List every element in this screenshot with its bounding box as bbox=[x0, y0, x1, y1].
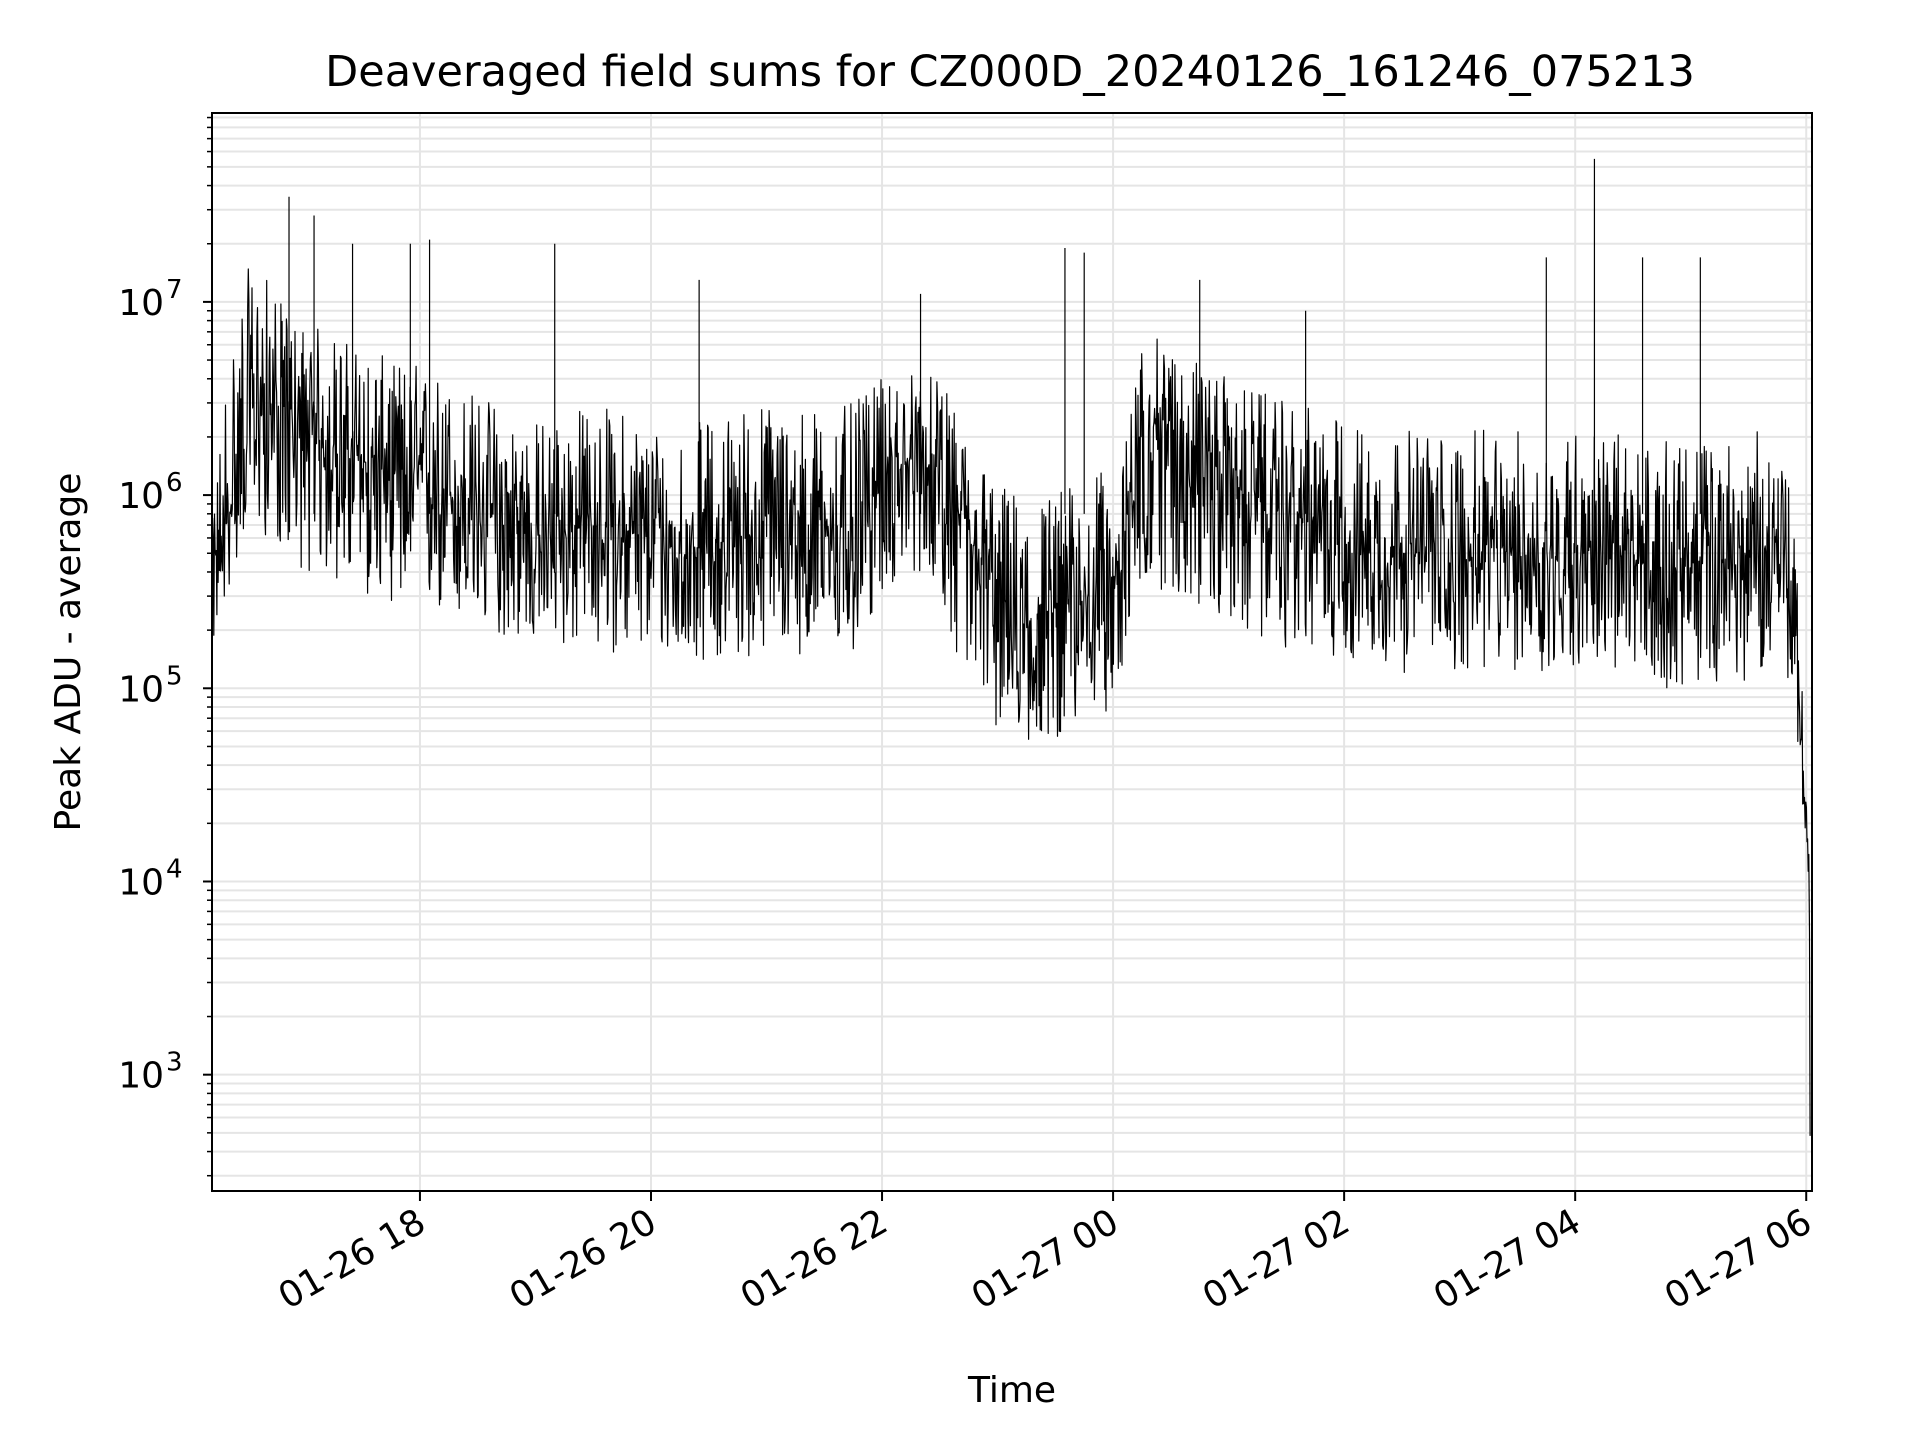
y-tick-label-exponent: 5 bbox=[166, 661, 183, 691]
y-axis-label: Peak ADU - average bbox=[48, 473, 89, 832]
y-tick-label: 10 bbox=[118, 1056, 164, 1097]
grid-lines bbox=[212, 113, 1812, 1191]
y-tick-label-exponent: 7 bbox=[166, 275, 183, 305]
y-tick-label-exponent: 3 bbox=[166, 1048, 183, 1078]
y-tick-label-exponent: 6 bbox=[166, 468, 183, 498]
plot-frame bbox=[211, 112, 1813, 1192]
x-axis-label: Time bbox=[967, 1370, 1056, 1411]
y-tick-label: 10 bbox=[118, 283, 164, 324]
series-layer bbox=[211, 158, 1811, 1136]
y-tick-label: 10 bbox=[118, 669, 164, 710]
y-tick-label: 10 bbox=[118, 476, 164, 517]
chart-title: Deaveraged field sums for CZ000D_2024012… bbox=[325, 47, 1695, 97]
y-tick-label-exponent: 4 bbox=[166, 854, 183, 884]
series-line bbox=[211, 268, 1811, 1136]
y-tick-label: 10 bbox=[118, 862, 164, 903]
